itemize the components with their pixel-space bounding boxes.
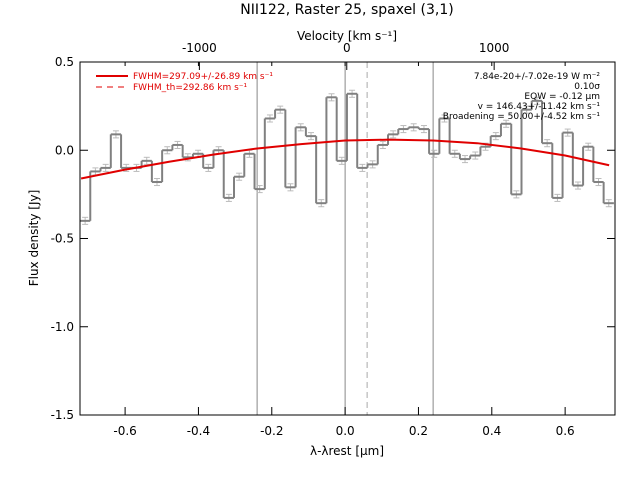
legend-label: FWHM=297.09+/-26.89 km s⁻¹	[133, 72, 273, 82]
x-tick-label: -0.6	[113, 424, 136, 438]
y-tick-label: -1.0	[51, 320, 74, 334]
x-tick-label: -0.2	[260, 424, 283, 438]
annotation: 0.10σ	[574, 82, 600, 92]
x-tick-label: -0.4	[187, 424, 210, 438]
x-axis-label: λ-λrest [μm]	[310, 444, 384, 458]
x2-tick-label: 1000	[479, 41, 510, 55]
x-tick-label: 0.4	[482, 424, 501, 438]
y-tick-label: -1.5	[51, 408, 74, 422]
annotation: Broadening = 50.00+/-4.52 km s⁻¹	[443, 112, 601, 122]
y-tick-label: 0.5	[55, 55, 74, 69]
legend-label: FWHM_th=292.86 km s⁻¹	[133, 83, 248, 93]
y-axis-label: Flux density [Jy]	[27, 190, 41, 287]
x2-tick-label: 0	[343, 41, 351, 55]
x2-tick-label: -1000	[182, 41, 217, 55]
annotation: EQW = -0.12 μm	[524, 92, 600, 102]
x-tick-label: 0.2	[409, 424, 428, 438]
y-tick-label: 0.0	[55, 143, 74, 157]
x2-axis-label: Velocity [km s⁻¹]	[297, 29, 397, 43]
annotation: v = 146.43+/-11.42 km s⁻¹	[478, 102, 601, 112]
y-tick-label: -0.5	[51, 232, 74, 246]
fit-curve	[80, 138, 610, 180]
chart-title: NII122, Raster 25, spaxel (3,1)	[240, 2, 453, 18]
x-tick-label: 0.6	[556, 424, 575, 438]
annotation: 7.84e-20+/-7.02e-19 W m⁻²	[474, 72, 601, 82]
x-tick-label: 0.0	[336, 424, 355, 438]
